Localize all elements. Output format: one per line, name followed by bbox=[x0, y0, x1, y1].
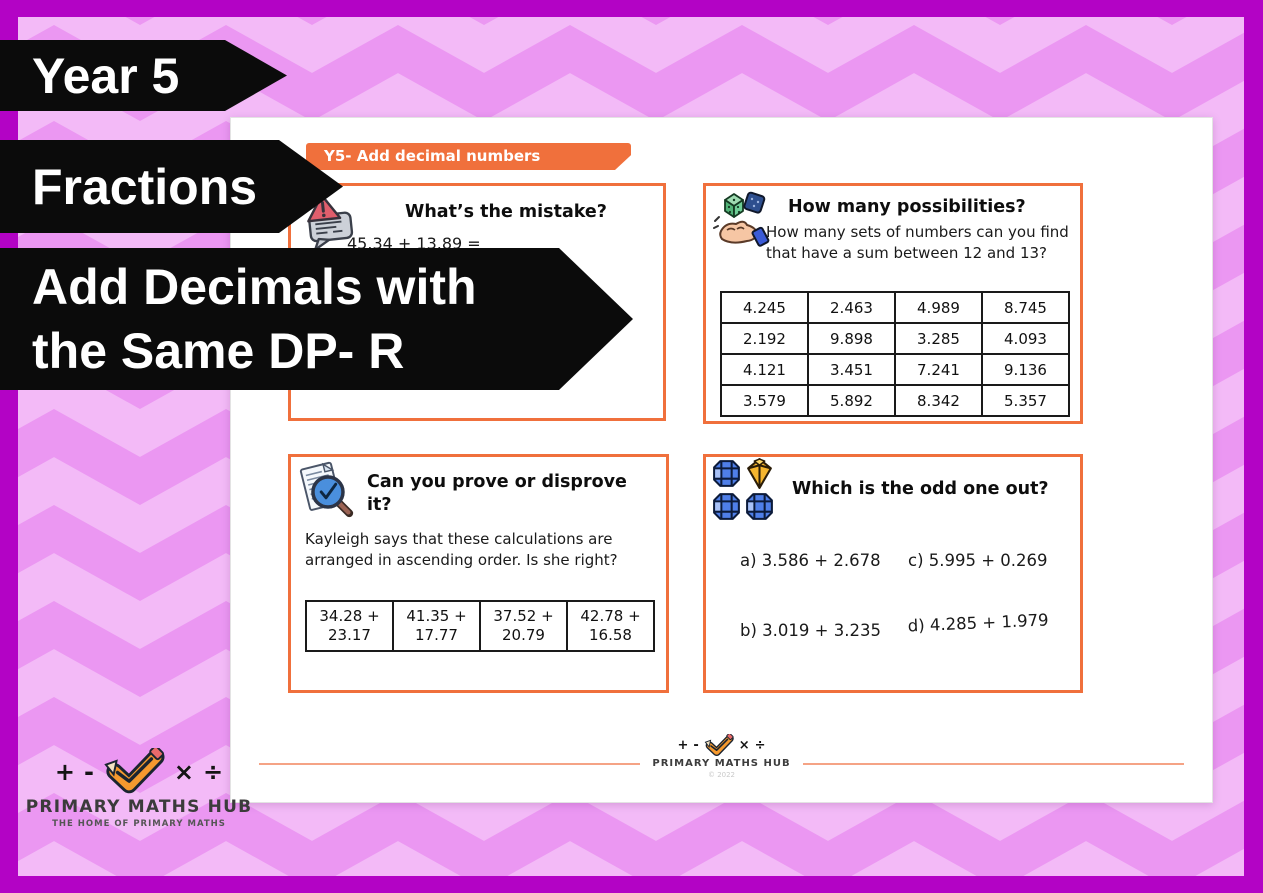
grid-cell: 8.745 bbox=[982, 292, 1069, 323]
odd-one-out-items: a) 3.586 + 2.678 c) 5.995 + 0.269 b) 3.0… bbox=[740, 525, 1070, 665]
banner-title-line1: Add Decimals with bbox=[32, 259, 477, 315]
grid-cell: 5.357 bbox=[982, 385, 1069, 416]
footer-rule-right bbox=[802, 762, 1184, 765]
hand-throwing-dice-icon bbox=[713, 191, 770, 247]
page-footer: + - × ÷ PRIMARY MATHS HUB © 2022 bbox=[259, 734, 1184, 779]
gems-icon bbox=[713, 458, 773, 520]
box-title: Can you prove or disprove it? bbox=[367, 472, 627, 515]
calc-cell: 42.78 + 16.58 bbox=[567, 601, 654, 651]
option-b: b) 3.019 + 3.235 bbox=[740, 620, 881, 640]
logo-symbols: + - × ÷ bbox=[55, 748, 223, 795]
worksheet-tab: Y5- Add decimal numbers bbox=[306, 143, 631, 170]
option-a: a) 3.586 + 2.678 bbox=[740, 550, 881, 570]
plus-symbol: + bbox=[677, 738, 689, 753]
grid-cell: 8.342 bbox=[895, 385, 982, 416]
banner-lesson-title: Add Decimals with the Same DP- R bbox=[0, 248, 633, 390]
banner-year-label: Year 5 bbox=[32, 47, 180, 104]
multiply-symbol: × bbox=[173, 757, 195, 786]
divide-symbol: ÷ bbox=[754, 738, 766, 753]
minus-symbol: - bbox=[83, 757, 94, 786]
box-how-many-possibilities: How many possibilities? How many sets of… bbox=[703, 183, 1083, 424]
footer-mini-logo: + - × ÷ PRIMARY MATHS HUB © 2022 bbox=[640, 734, 802, 779]
grid-cell: 4.989 bbox=[895, 292, 982, 323]
grid-cell: 5.892 bbox=[808, 385, 895, 416]
check-pencil-icon bbox=[704, 734, 734, 757]
warning-speech-bubble-icon bbox=[307, 194, 354, 250]
brand-name: PRIMARY MATHS HUB bbox=[25, 797, 253, 817]
grid-cell: 4.121 bbox=[721, 354, 808, 385]
calc-line: 34.28 + bbox=[319, 607, 380, 625]
check-pencil-icon bbox=[104, 748, 165, 794]
box-prove-or-disprove: Can you prove or disprove it? Kayleigh s… bbox=[288, 454, 669, 693]
minus-symbol: - bbox=[693, 738, 699, 753]
grid-cell: 2.463 bbox=[808, 292, 895, 323]
grid-cell: 3.285 bbox=[895, 323, 982, 354]
calc-line: 37.52 + bbox=[493, 607, 554, 625]
banner-title-line2: the Same DP- R bbox=[32, 323, 405, 379]
calc-cell: 37.52 + 20.79 bbox=[480, 601, 567, 651]
footer-copyright: © 2022 bbox=[707, 771, 736, 779]
calc-line: 41.35 + bbox=[406, 607, 467, 625]
calc-line: 23.17 bbox=[328, 626, 371, 644]
banner-topic-label: Fractions bbox=[32, 158, 258, 215]
divide-symbol: ÷ bbox=[203, 757, 224, 786]
worksheet-page: Y5- Add decimal numbers What’s the mista… bbox=[230, 117, 1213, 803]
box-title: Which is the odd one out? bbox=[792, 479, 1049, 499]
grid-cell: 2.192 bbox=[721, 323, 808, 354]
calc-line: 17.77 bbox=[415, 626, 458, 644]
footer-rule-left bbox=[259, 762, 641, 765]
brand-tagline: THE HOME OF PRIMARY MATHS bbox=[52, 819, 226, 829]
option-c: c) 5.995 + 0.269 bbox=[908, 550, 1048, 570]
grid-cell: 9.136 bbox=[982, 354, 1069, 385]
logo-symbols: + - × ÷ bbox=[677, 734, 766, 757]
calc-line: 16.58 bbox=[589, 626, 632, 644]
possibilities-prompt: How many sets of numbers can you find th… bbox=[766, 223, 1069, 262]
box-title: How many possibilities? bbox=[788, 197, 1026, 217]
calculations-row: 34.28 + 23.17 41.35 + 17.77 37.52 + 20.7… bbox=[305, 600, 655, 652]
calc-line: 42.78 + bbox=[580, 607, 641, 625]
corner-brand-logo: + - × ÷ PRIMARY MATHS HUB THE HOME OF PR… bbox=[26, 748, 251, 829]
magnifier-document-icon bbox=[299, 461, 354, 518]
calc-cell: 41.35 + 17.77 bbox=[393, 601, 480, 651]
number-grid: 4.245 2.463 4.989 8.745 2.192 9.898 3.28… bbox=[720, 291, 1070, 417]
option-d: d) 4.285 + 1.979 bbox=[907, 609, 1049, 636]
multiply-symbol: × bbox=[738, 738, 750, 753]
grid-cell: 3.451 bbox=[808, 354, 895, 385]
grid-cell: 4.093 bbox=[982, 323, 1069, 354]
calc-cell: 34.28 + 23.17 bbox=[306, 601, 393, 651]
footer-brand: PRIMARY MATHS HUB bbox=[652, 758, 791, 769]
grid-cell: 7.241 bbox=[895, 354, 982, 385]
box-odd-one-out: Which is the odd one out? a) 3.586 + 2.6… bbox=[703, 454, 1083, 693]
plus-symbol: + bbox=[54, 757, 75, 786]
banner-topic: Fractions bbox=[0, 140, 343, 233]
grid-cell: 9.898 bbox=[808, 323, 895, 354]
box-title: What’s the mistake? bbox=[405, 202, 607, 222]
prove-prompt: Kayleigh says that these calculations ar… bbox=[305, 530, 618, 569]
grid-cell: 3.579 bbox=[721, 385, 808, 416]
calc-line: 20.79 bbox=[502, 626, 545, 644]
grid-cell: 4.245 bbox=[721, 292, 808, 323]
banner-year: Year 5 bbox=[0, 40, 287, 111]
